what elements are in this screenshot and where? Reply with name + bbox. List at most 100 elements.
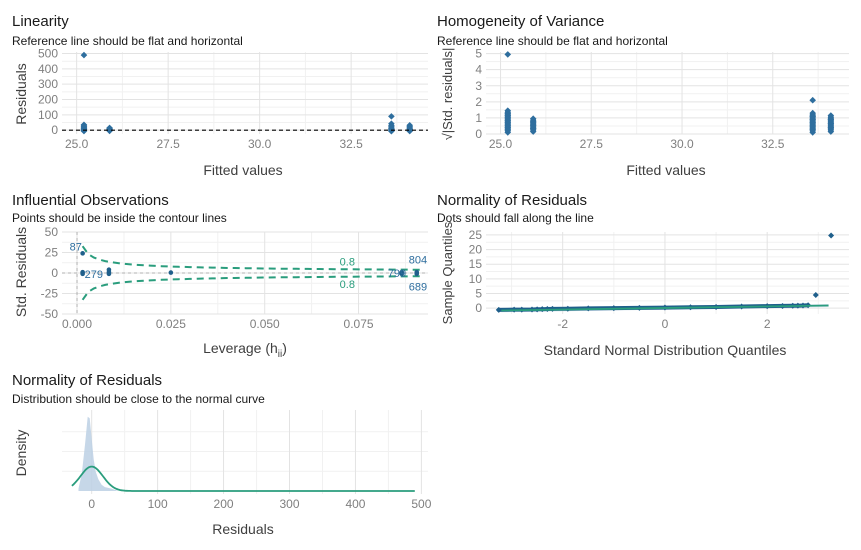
chart-subtitle: Reference line should be flat and horizo… <box>12 34 243 48</box>
x-tick-label: 0.075 <box>344 317 374 331</box>
x-tick-label: 100 <box>148 497 168 511</box>
x-tick-label: 0.050 <box>250 317 280 331</box>
y-tick-label: 25 <box>469 228 483 242</box>
y-tick-label: 3 <box>475 79 482 93</box>
data-point <box>388 120 395 128</box>
data-point <box>812 291 819 298</box>
data-point <box>106 271 112 277</box>
y-tick-label: 25 <box>45 246 59 260</box>
x-axis-label: Fitted values <box>626 162 705 178</box>
data-point <box>406 121 413 129</box>
contour-label: 0.8 <box>340 279 355 291</box>
data-point <box>828 232 835 239</box>
point-column <box>827 115 834 132</box>
x-tick-label: 0 <box>88 497 95 511</box>
data-point <box>504 51 512 58</box>
x-tick-label: 27.5 <box>580 137 604 151</box>
density-plot: 0 100 200 300 400 500 <box>62 410 432 511</box>
y-tick-label: 0 <box>475 127 482 141</box>
y-tick-label: 10 <box>469 272 483 286</box>
chart-title: Homogeneity of Variance <box>437 13 604 30</box>
chart-title: Linearity <box>12 13 69 30</box>
y-tick-label: 4 <box>475 63 482 77</box>
x-axis-label-close: ) <box>282 340 287 356</box>
y-tick-label: 5 <box>475 287 482 301</box>
x-tick-label: 500 <box>411 497 431 511</box>
normal-curve <box>71 465 415 492</box>
homogeneity-plot: 25.0 27.5 30.0 32.5 0 1 2 3 4 5 <box>475 47 849 151</box>
x-tick-label: 0.000 <box>62 317 92 331</box>
y-axis-label: √|Std. residuals| <box>440 48 455 141</box>
x-axis-label: Fitted values <box>203 162 282 178</box>
data-point <box>414 271 420 277</box>
y-tick-label: 100 <box>38 108 58 122</box>
chart-title: Influential Observations <box>12 192 169 209</box>
point-label: 799 <box>388 268 406 280</box>
y-axis-label: Residuals <box>13 63 29 124</box>
point-label: 279 <box>85 269 103 281</box>
y-tick-label: 2 <box>475 95 482 109</box>
y-tick-label: 300 <box>38 77 58 91</box>
data-point <box>388 113 395 120</box>
y-tick-label: 50 <box>45 225 59 239</box>
x-tick-label: 300 <box>279 497 299 511</box>
y-tick-label: 5 <box>475 47 482 61</box>
point-column <box>809 113 816 133</box>
x-tick-label: 27.5 <box>156 137 180 151</box>
y-tick-label: 400 <box>38 62 58 76</box>
y-tick-label: 0 <box>475 301 482 315</box>
data-point <box>399 271 405 277</box>
y-tick-label: 20 <box>469 243 483 257</box>
y-tick-label: -25 <box>41 287 59 301</box>
x-tick-label: 30.0 <box>670 137 694 151</box>
x-tick-label: 400 <box>345 497 365 511</box>
x-tick-label: 2 <box>764 317 771 331</box>
reference-line <box>501 304 829 312</box>
influential-plot: 0.000 0.025 0.050 0.075 -50 -25 0 25 50 0.8 0.8 87 2… <box>41 225 428 331</box>
x-tick-label: 32.5 <box>339 137 363 151</box>
x-axis-label: Leverage (hii) <box>203 340 287 360</box>
y-axis-label: Std. Residuals <box>13 227 29 317</box>
y-tick-label: 200 <box>38 93 58 107</box>
density-area <box>78 416 119 491</box>
chart-subtitle: Distribution should be close to the norm… <box>12 392 265 406</box>
y-tick-label: -50 <box>41 307 59 321</box>
contour-line <box>81 275 421 301</box>
x-tick-label: 25.0 <box>489 137 513 151</box>
y-tick-label: 500 <box>38 47 58 61</box>
y-tick-label: 0 <box>51 123 58 137</box>
chart-subtitle: Reference line should be flat and horizo… <box>437 34 668 48</box>
contour-label: 0.8 <box>340 257 355 269</box>
y-tick-label: 15 <box>469 257 483 271</box>
point-label: 689 <box>409 281 427 293</box>
x-tick-label: 0.025 <box>156 317 186 331</box>
point-column <box>504 110 511 133</box>
y-axis-label: Sample Quantiles <box>440 221 455 324</box>
y-tick-label: 0 <box>51 266 58 280</box>
x-tick-label: 200 <box>214 497 234 511</box>
x-tick-label: -2 <box>557 317 568 331</box>
x-axis-label-main: Leverage (h <box>203 340 278 356</box>
chart-subtitle: Points should be inside the contour line… <box>12 211 227 225</box>
chart-title: Normality of Residuals <box>437 192 587 209</box>
data-point <box>80 51 88 59</box>
data-point <box>80 271 85 277</box>
x-axis-label-sub: ii <box>278 349 282 360</box>
data-point <box>809 96 816 104</box>
data-point <box>106 124 113 132</box>
x-axis-label: Standard Normal Distribution Quantiles <box>544 342 787 358</box>
point-label: 87 <box>70 241 82 253</box>
x-tick-label: 0 <box>662 317 669 331</box>
data-point <box>80 251 85 256</box>
y-tick-label: 1 <box>475 111 482 125</box>
x-axis-label: Residuals <box>212 521 273 537</box>
point-column <box>530 118 537 132</box>
x-tick-label: 25.0 <box>65 137 89 151</box>
y-axis-label: Density <box>13 430 29 477</box>
chart-subtitle: Dots should fall along the line <box>437 211 594 225</box>
data-point <box>168 270 174 275</box>
x-tick-label: 32.5 <box>761 137 785 151</box>
